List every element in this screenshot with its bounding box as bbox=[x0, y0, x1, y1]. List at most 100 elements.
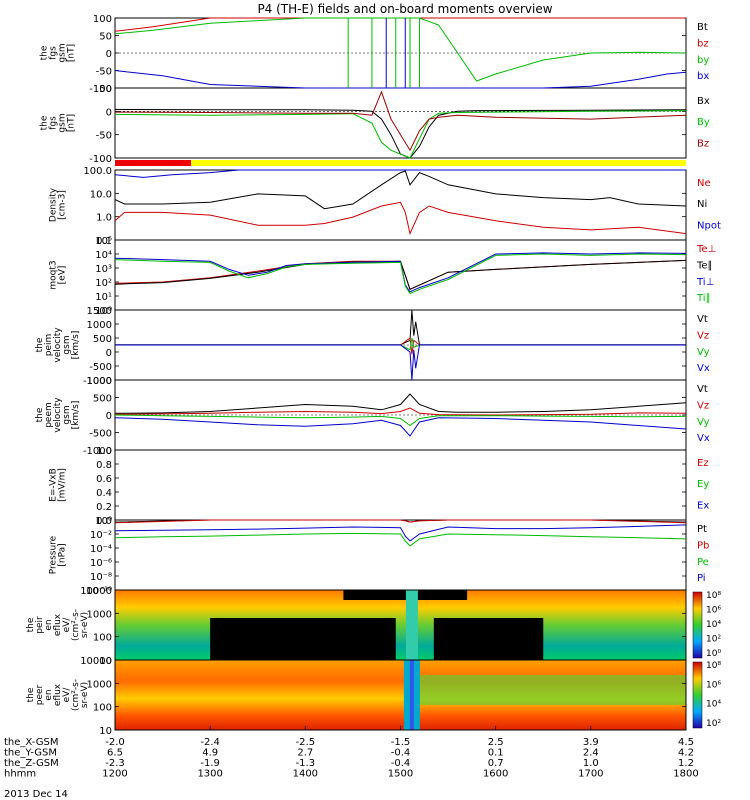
colorbar-tick-label: 10⁴ bbox=[706, 700, 721, 710]
orbit-value: 1.2 bbox=[678, 758, 694, 769]
y-axis-label: Density [cm-3] bbox=[49, 187, 68, 222]
y-tick-label: 10¹ bbox=[95, 292, 112, 303]
y-axis-label: the peem velocity gsm [km/s] bbox=[35, 397, 81, 433]
series-line-density bbox=[114, 170, 687, 210]
y-axis-label-line: [km/s] bbox=[71, 331, 81, 360]
y-axis-label-line: the bbox=[35, 407, 45, 422]
mode-bar-slow bbox=[191, 160, 686, 166]
legend-entry: Te∥ bbox=[696, 260, 713, 271]
colorbar-tick-label: 10⁸ bbox=[706, 591, 721, 601]
spectrogram-feature bbox=[405, 590, 418, 660]
legend-entry: Bx bbox=[697, 96, 710, 107]
y-tick-label: 10000 bbox=[80, 586, 112, 597]
y-axis-label-line: fgs bbox=[49, 116, 59, 130]
panel-fgs_dsl: 50 0 -50 -100 the fgs gsm [nT] Bx By Bz bbox=[40, 84, 710, 165]
y-tick-label: 10 bbox=[99, 726, 112, 737]
y-axis-label-line: Pressure bbox=[49, 535, 59, 574]
y-tick-label: -50 bbox=[96, 131, 112, 142]
figure-title: P4 (TH-E) fields and on-board moments ov… bbox=[257, 2, 552, 16]
y-tick-label: 0.2 bbox=[96, 502, 112, 513]
y-axis-label-line: velocity bbox=[53, 327, 63, 363]
series-line-temp bbox=[114, 252, 687, 293]
legend-entry: Npot bbox=[697, 220, 721, 231]
panel-peir_spec: 10⁸ 10⁶ 10⁴ 10² 10⁰ 10000 1000 100 10 the peir en ef… bbox=[26, 586, 721, 667]
orbit-value: 0.7 bbox=[488, 758, 504, 769]
orbit-value: 4.9 bbox=[202, 748, 218, 759]
y-axis-label-line: peir bbox=[35, 616, 45, 634]
y-tick-label: 1000 bbox=[87, 376, 112, 387]
y-axis-label-line: [mV/m] bbox=[58, 468, 68, 502]
legend-entry: Vz bbox=[697, 330, 709, 341]
y-tick-label: -1000 bbox=[83, 446, 112, 457]
y-tick-label: 50 bbox=[99, 32, 112, 43]
y-axis-label-line: the bbox=[40, 115, 50, 130]
orbit-value: 6.5 bbox=[107, 748, 123, 759]
y-axis-label-line: the bbox=[26, 687, 36, 702]
y-axis-label-line: E=-VxB bbox=[49, 468, 59, 502]
y-axis-label-line: eflux bbox=[53, 613, 63, 636]
y-tick-label: 0 bbox=[106, 107, 112, 118]
y-tick-label: 1000 bbox=[87, 609, 112, 620]
series-line-peim_vel bbox=[115, 344, 686, 381]
panel-frame bbox=[114, 239, 687, 311]
series-line-temp bbox=[114, 259, 687, 290]
series-line-peem_vel bbox=[114, 393, 687, 414]
legend-entry: Vy bbox=[697, 347, 710, 358]
legend-entry: Pb bbox=[697, 540, 709, 551]
y-axis-label-line: (cm²-s- bbox=[71, 609, 81, 641]
legend-entry: bz bbox=[697, 38, 709, 49]
y-tick-label: 100.0 bbox=[83, 166, 112, 177]
orbit-value: -1.3 bbox=[296, 758, 316, 769]
orbit-value: 1400 bbox=[293, 769, 318, 780]
y-tick-label: 0.1 bbox=[96, 236, 112, 247]
spectrogram-gap bbox=[210, 618, 396, 660]
legend-entry: Te⊥ bbox=[696, 244, 716, 255]
y-axis-label: the fgs gsm [nT] bbox=[40, 113, 77, 132]
y-tick-label: 10⁰ bbox=[95, 306, 112, 317]
y-axis-label-line: peem bbox=[44, 402, 54, 428]
y-axis-label-line: sr-eV) bbox=[80, 682, 90, 708]
legend-entry: Vt bbox=[697, 384, 708, 395]
orbit-value: 1600 bbox=[483, 769, 508, 780]
orbit-value: 4.2 bbox=[678, 748, 694, 759]
y-axis-label-line: Density bbox=[49, 187, 59, 222]
legend-entry: Ti∥ bbox=[696, 293, 711, 304]
series-line-pressure bbox=[114, 532, 687, 547]
orbit-value: 1700 bbox=[578, 769, 603, 780]
y-tick-label: 0.8 bbox=[96, 460, 112, 471]
series-line-fgs_dsl bbox=[114, 90, 687, 152]
panel-frame bbox=[114, 519, 687, 591]
y-tick-label: 500 bbox=[93, 394, 112, 405]
y-axis-label: the peir en eflux eV/(cm²-s-sr-eV) bbox=[26, 609, 90, 641]
y-tick-label: 10⁻⁶ bbox=[90, 558, 112, 569]
mode-bar-fast bbox=[115, 160, 192, 166]
y-axis-label-line: [nT] bbox=[67, 114, 77, 132]
y-axis-label-line: (cm²-s- bbox=[71, 679, 81, 711]
legend-entry: Ni bbox=[697, 199, 707, 210]
panel-efield: 1.0 0.8 0.6 0.4 0.2 0.0 E=-VxB [mV/m] Ez Ey Ex bbox=[49, 446, 710, 527]
series-line-peim_vel bbox=[115, 337, 686, 351]
y-axis-label-line: gsm bbox=[62, 405, 72, 424]
y-axis-label: E=-VxB [mV/m] bbox=[49, 468, 68, 502]
y-axis-label-line: en bbox=[44, 689, 54, 700]
y-axis-label-line: velocity bbox=[53, 397, 63, 433]
y-axis-label-line: eV/ bbox=[62, 617, 72, 633]
orbit-value: -2.5 bbox=[296, 737, 316, 748]
y-tick-label: 100 bbox=[93, 703, 112, 714]
y-tick-label: 10⁻¹⁰ bbox=[86, 586, 112, 597]
y-tick-label: 0 bbox=[106, 411, 112, 422]
y-axis-label: the fgs gsm [nT] bbox=[40, 43, 77, 62]
y-axis-label-line: gsm bbox=[58, 43, 68, 62]
y-tick-label: 10⁰ bbox=[95, 516, 112, 527]
panel-frame bbox=[114, 449, 687, 521]
orbit-value: -0.4 bbox=[391, 758, 411, 769]
y-axis-label-line: the bbox=[26, 617, 36, 632]
y-tick-label: 10.0 bbox=[90, 189, 112, 200]
panel-fgs: 100 50 0 -50 -100 the fgs gsm [nT] Bt bz by bx bbox=[40, 14, 710, 95]
y-tick-label: -500 bbox=[89, 429, 112, 440]
y-axis-label-line: peim bbox=[44, 334, 54, 357]
y-tick-label: 10⁵ bbox=[95, 236, 112, 247]
series-line-peim_vel bbox=[115, 309, 686, 346]
orbit-value: -2.3 bbox=[105, 758, 125, 769]
y-tick-label: -1000 bbox=[83, 376, 112, 387]
